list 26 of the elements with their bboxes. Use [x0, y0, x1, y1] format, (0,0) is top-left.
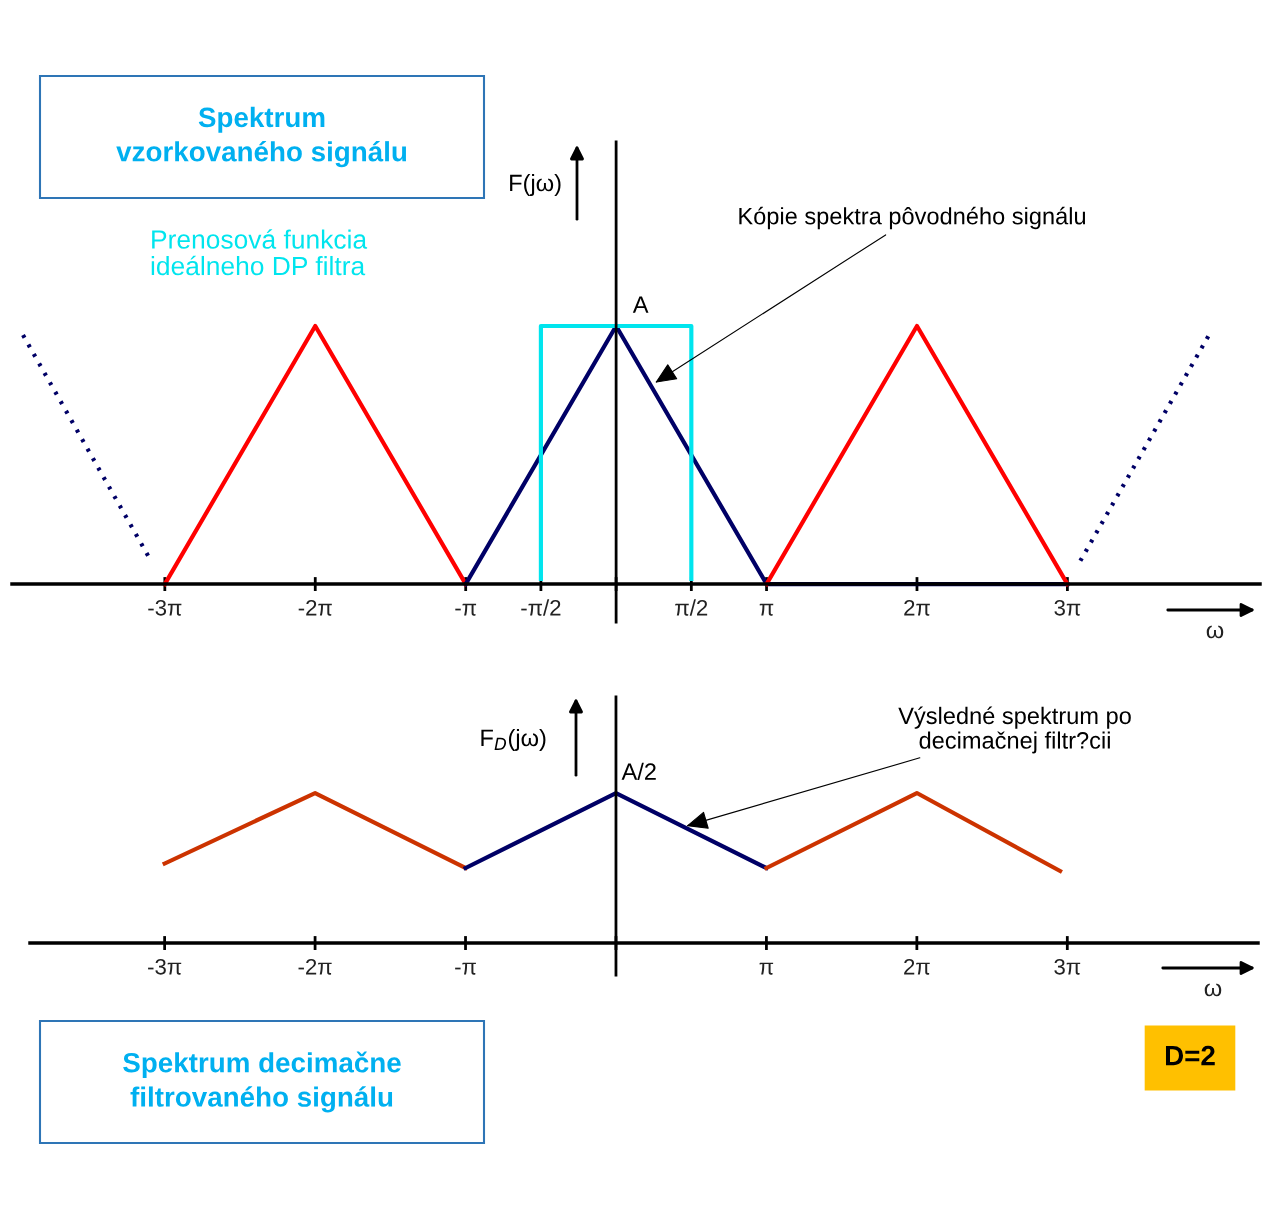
x-tick-label: π/2 — [675, 599, 708, 616]
x-tick-label: π — [759, 603, 774, 616]
x-tick-label: π — [759, 962, 774, 975]
text: D=2 — [1165, 1045, 1215, 1066]
x-tick-label: -π — [455, 603, 477, 616]
x-tick-label: -π — [455, 962, 476, 975]
x-tick-label: -2π — [298, 599, 332, 616]
x-tick-label: 3π — [1054, 958, 1081, 975]
annotation: A/2 — [621, 762, 656, 781]
annotation: Výsledné spektrum po decimačnej filtr?cii — [898, 706, 1131, 754]
y-axis-title: F(jω) — [510, 174, 561, 197]
chart-title: Spektrum vzorkovaného signálu — [116, 106, 407, 168]
x-tick-label: -2π — [298, 958, 332, 975]
x-tick-label: -π/2 — [521, 599, 561, 616]
text: Spektrum decimačne filtrovaného signálu — [123, 1051, 401, 1113]
x-tick-label: 2π — [904, 599, 930, 616]
x-tick-label: 3π — [1054, 599, 1081, 616]
x-tick-label: -3π — [148, 958, 182, 975]
x-axis-title: ω — [1206, 625, 1224, 639]
x-tick-label: -3π — [148, 599, 182, 616]
annotation: A — [632, 296, 649, 313]
text: Prenosová funkcia ideálneho DP filtra — [151, 229, 368, 276]
x-axis-title: ω — [1204, 983, 1222, 997]
y-axis-title: F$_{D}$(jω) — [481, 728, 546, 751]
annotation: Kópie spektra pôvodného signálu — [739, 206, 1086, 230]
x-tick-label: 2π — [904, 958, 930, 975]
